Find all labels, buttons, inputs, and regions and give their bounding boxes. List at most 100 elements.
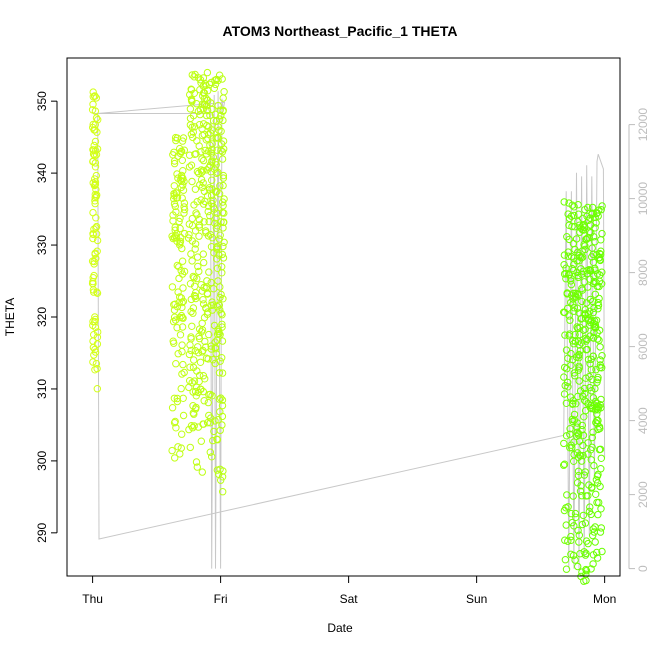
theta-point: [588, 210, 596, 219]
theta-point: [198, 348, 206, 356]
theta-point: [570, 438, 578, 446]
theta-point: [202, 102, 211, 110]
theta-point: [190, 73, 198, 81]
theta-point: [562, 504, 570, 512]
theta-point: [200, 283, 208, 292]
theta-point: [93, 364, 101, 373]
theta-point: [187, 130, 196, 139]
theta-point: [178, 270, 187, 278]
theta-point: [197, 166, 206, 174]
theta-point: [171, 454, 179, 462]
theta-point: [213, 255, 221, 263]
theta-point: [579, 267, 588, 275]
theta-point: [193, 253, 202, 261]
theta-point: [177, 147, 186, 155]
theta-point: [169, 317, 178, 326]
theta-point: [191, 245, 199, 253]
theta-point: [174, 443, 182, 451]
theta-point: [202, 111, 211, 120]
theta-point: [218, 269, 226, 277]
theta-point: [170, 419, 179, 427]
theta-point: [577, 339, 586, 347]
theta-point: [89, 274, 97, 282]
theta-point: [179, 186, 188, 194]
theta-point: [199, 156, 208, 165]
theta-point: [580, 471, 589, 479]
theta-point: [589, 308, 597, 317]
theta-point: [571, 556, 579, 564]
theta-point: [189, 309, 197, 317]
theta-point: [220, 88, 228, 96]
theta-point: [188, 322, 196, 330]
theta-point: [582, 334, 590, 342]
theta-point: [197, 385, 205, 393]
theta-point: [582, 235, 590, 243]
theta-point: [219, 202, 227, 210]
theta-point: [89, 343, 98, 352]
theta-point: [198, 468, 207, 476]
theta-point: [178, 347, 186, 356]
theta-point: [596, 361, 604, 369]
theta-point: [88, 106, 97, 114]
theta-point: [91, 178, 100, 186]
theta-point: [190, 377, 199, 385]
theta-point: [591, 266, 599, 274]
theta-point: [206, 212, 214, 220]
theta-point: [187, 250, 195, 258]
theta-point: [218, 337, 227, 345]
theta-point: [195, 232, 203, 240]
theta-point: [180, 177, 188, 186]
theta-point: [596, 356, 604, 364]
theta-point: [567, 280, 576, 289]
theta-point: [175, 217, 183, 226]
theta-point: [91, 180, 100, 188]
theta-point: [586, 383, 594, 392]
theta-point: [590, 328, 598, 337]
theta-point: [212, 214, 220, 222]
theta-point: [177, 384, 185, 393]
theta-point: [215, 470, 223, 478]
theta-point: [589, 258, 598, 266]
x-tick-label: Fri: [214, 592, 228, 606]
theta-point: [215, 301, 224, 309]
theta-point: [209, 356, 217, 364]
theta-point: [579, 511, 587, 520]
theta-point: [585, 481, 593, 489]
theta-point: [581, 468, 589, 476]
theta-point: [560, 390, 569, 398]
theta-point: [214, 277, 222, 285]
theta-point: [211, 417, 219, 425]
theta-point: [218, 421, 226, 429]
theta-point: [585, 315, 593, 323]
theta-point: [206, 419, 215, 427]
theta-point: [573, 323, 581, 331]
theta-point: [195, 221, 204, 229]
theta-point: [574, 526, 582, 535]
y-tick-label: 350: [35, 91, 49, 111]
x-tick-label: Mon: [593, 592, 616, 606]
theta-point: [89, 234, 97, 243]
theta-point: [193, 274, 201, 283]
altitude-line: [92, 91, 606, 569]
theta-point: [188, 379, 196, 387]
theta-point: [560, 308, 568, 316]
theta-point: [591, 238, 599, 246]
y2-tick-label: 6000: [636, 333, 650, 360]
theta-point: [175, 263, 183, 271]
theta-point: [561, 331, 569, 339]
series-layer: [88, 68, 606, 585]
theta-point: [568, 291, 576, 299]
theta-point: [588, 433, 596, 442]
theta-point: [564, 354, 572, 362]
theta-point: [90, 351, 98, 359]
theta-point: [170, 394, 179, 402]
theta-point: [171, 232, 180, 240]
theta-point: [205, 147, 213, 155]
theta-point: [219, 488, 227, 496]
theta-point: [89, 317, 97, 326]
theta-point: [597, 454, 605, 462]
theta-point: [190, 201, 198, 209]
theta-point: [585, 507, 594, 516]
theta-point: [561, 536, 569, 544]
theta-point: [587, 229, 595, 237]
